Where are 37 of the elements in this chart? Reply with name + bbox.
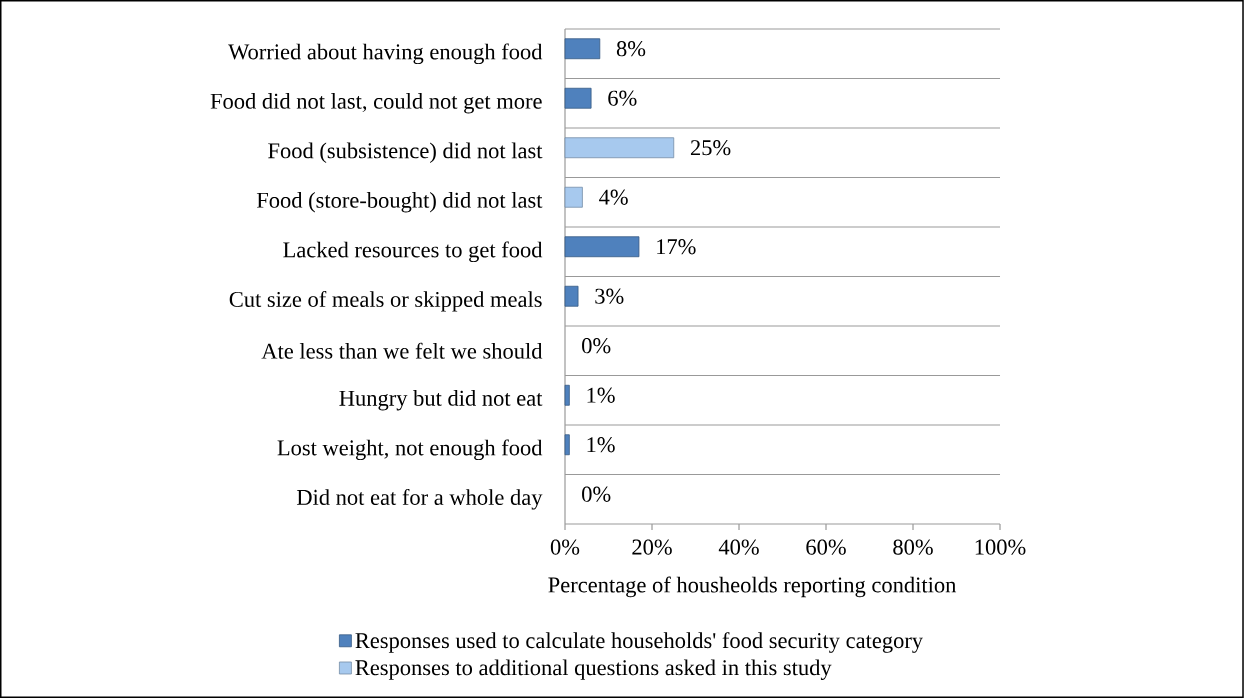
bar <box>564 186 583 208</box>
bar <box>564 384 570 406</box>
y-tick-label: Lost weight, not enough food <box>277 439 543 461</box>
legend-label: Responses to additional questions asked in this study <box>355 659 832 680</box>
y-tick-label: Did not eat for a whole day <box>296 488 543 510</box>
bar <box>564 137 675 159</box>
y-tick-label: Food (subsistence) did not last <box>268 142 543 163</box>
bar <box>564 285 579 307</box>
y-tick-label: Cut size of meals or skipped meals <box>229 290 542 312</box>
data-label: 1% <box>587 387 615 403</box>
data-label: 1% <box>587 437 615 453</box>
x-tick-label: 60% <box>806 539 846 555</box>
x-tick-label: 0% <box>550 539 580 555</box>
bar <box>564 236 640 258</box>
x-tick-label: 80% <box>893 539 933 555</box>
data-label: 25% <box>690 140 731 156</box>
bar <box>564 434 570 456</box>
x-axis-title: Percentage of housheolds reporting condition <box>548 576 957 598</box>
data-label: 3% <box>595 288 624 304</box>
legend-label: Responses used to calculate households' food security category <box>355 632 924 653</box>
data-label: 8% <box>616 41 646 57</box>
x-tick-label: 100% <box>975 539 1026 555</box>
y-tick-label: Hungry but did not eat <box>339 390 543 411</box>
data-label: 4% <box>599 189 628 205</box>
y-tick-label: Food (store-bought) did not last <box>256 192 543 213</box>
x-tick-label: 40% <box>718 539 759 555</box>
y-tick-label: Worried about having enough food <box>228 43 543 65</box>
data-label: 6% <box>608 90 637 106</box>
y-tick-label: Food did not last, could not get more <box>210 93 542 114</box>
y-tick-label: Lacked resources to get food <box>283 241 543 263</box>
x-tick-label: 20% <box>632 539 672 555</box>
y-tick-label: Ate less than we felt we should <box>261 342 543 359</box>
data-label: 0% <box>582 338 611 354</box>
bar <box>564 87 592 109</box>
data-label: 0% <box>582 486 611 502</box>
bar <box>564 38 601 60</box>
data-label: 17% <box>657 239 696 255</box>
